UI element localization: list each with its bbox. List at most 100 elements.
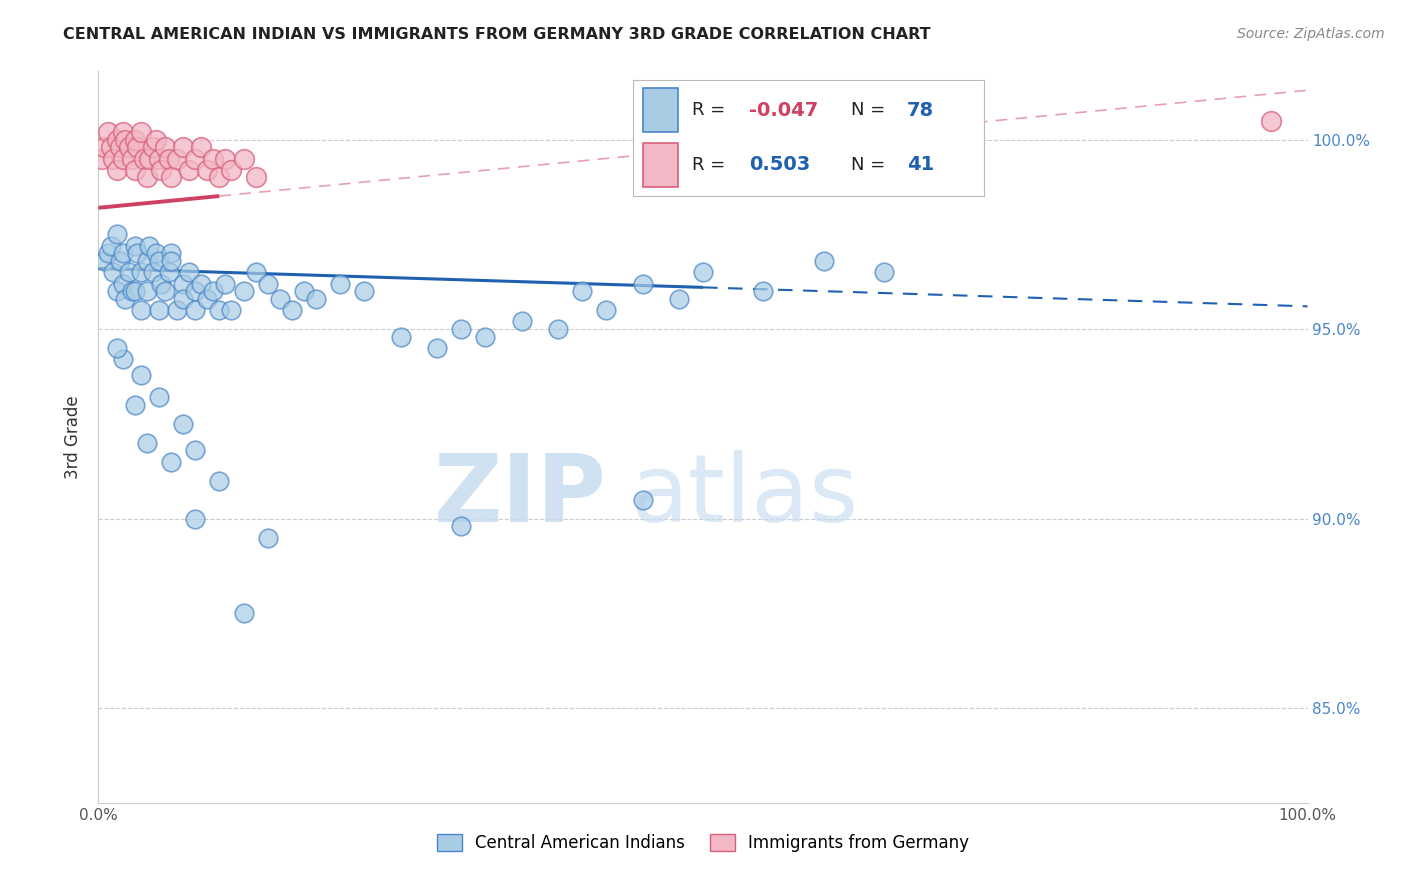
Point: [148, 253, 170, 268]
Text: R =: R =: [693, 102, 731, 120]
Point: [547, 322, 569, 336]
Point: [353, 284, 375, 298]
Point: [172, 140, 194, 154]
Point: [179, 265, 201, 279]
Point: [160, 253, 183, 268]
Point: [813, 253, 835, 268]
Point: [202, 152, 225, 166]
Point: [124, 398, 146, 412]
Point: [118, 265, 141, 279]
Point: [142, 265, 165, 279]
Text: 0.503: 0.503: [749, 155, 810, 175]
Text: CENTRAL AMERICAN INDIAN VS IMMIGRANTS FROM GERMANY 3RD GRADE CORRELATION CHART: CENTRAL AMERICAN INDIAN VS IMMIGRANTS FR…: [63, 27, 931, 42]
Point: [208, 170, 231, 185]
Point: [329, 277, 352, 291]
Point: [208, 474, 231, 488]
Point: [124, 132, 146, 146]
Point: [510, 314, 533, 328]
Legend: Central American Indians, Immigrants from Germany: Central American Indians, Immigrants fro…: [429, 825, 977, 860]
Text: ZIP: ZIP: [433, 450, 606, 541]
Point: [184, 303, 207, 318]
Point: [127, 246, 149, 260]
Point: [135, 284, 157, 298]
Text: R =: R =: [693, 156, 731, 174]
Point: [111, 246, 134, 260]
Point: [134, 152, 156, 166]
Point: [129, 368, 152, 382]
Point: [195, 162, 218, 177]
Point: [135, 253, 157, 268]
Point: [157, 265, 180, 279]
Point: [138, 238, 160, 252]
Point: [153, 284, 176, 298]
Point: [148, 303, 170, 318]
Point: [692, 113, 714, 128]
Point: [111, 277, 134, 291]
Point: [150, 162, 173, 177]
Point: [221, 162, 243, 177]
Point: [305, 292, 328, 306]
Point: [121, 284, 143, 298]
Point: [153, 140, 176, 154]
Point: [190, 277, 212, 291]
Point: [148, 390, 170, 404]
Point: [221, 303, 243, 318]
Point: [91, 152, 114, 166]
Point: [184, 443, 207, 458]
Point: [124, 284, 146, 298]
Point: [97, 246, 120, 260]
Point: [179, 162, 201, 177]
Point: [450, 519, 472, 533]
Point: [256, 277, 278, 291]
Point: [97, 125, 120, 139]
Text: -0.047: -0.047: [749, 101, 818, 120]
Point: [166, 303, 188, 318]
Point: [157, 152, 180, 166]
Text: 41: 41: [907, 155, 934, 175]
Point: [145, 132, 167, 146]
Point: [111, 352, 134, 367]
Text: atlas: atlas: [630, 450, 859, 541]
Point: [105, 227, 128, 242]
Point: [232, 284, 254, 298]
Point: [752, 284, 775, 298]
Point: [124, 162, 146, 177]
Point: [631, 277, 654, 291]
Point: [135, 435, 157, 450]
Text: N =: N =: [851, 102, 890, 120]
Point: [214, 152, 236, 166]
Point: [135, 170, 157, 185]
Point: [138, 152, 160, 166]
Text: Source: ZipAtlas.com: Source: ZipAtlas.com: [1237, 27, 1385, 41]
Point: [232, 152, 254, 166]
Point: [184, 284, 207, 298]
Point: [172, 292, 194, 306]
Point: [214, 277, 236, 291]
Point: [105, 341, 128, 355]
Bar: [644, 143, 678, 187]
Point: [202, 284, 225, 298]
Point: [93, 253, 115, 268]
Point: [631, 492, 654, 507]
Point: [281, 303, 304, 318]
Point: [692, 265, 714, 279]
Point: [595, 303, 617, 318]
Point: [114, 132, 136, 146]
Point: [129, 265, 152, 279]
Point: [127, 140, 149, 154]
Point: [129, 125, 152, 139]
Point: [148, 152, 170, 166]
Point: [195, 292, 218, 306]
Point: [1260, 113, 1282, 128]
Point: [389, 329, 412, 343]
Point: [105, 162, 128, 177]
Point: [114, 292, 136, 306]
Point: [166, 152, 188, 166]
Point: [160, 246, 183, 260]
Point: [245, 265, 267, 279]
Point: [121, 152, 143, 166]
Point: [105, 132, 128, 146]
Point: [145, 246, 167, 260]
Point: [668, 292, 690, 306]
Bar: [644, 88, 678, 132]
